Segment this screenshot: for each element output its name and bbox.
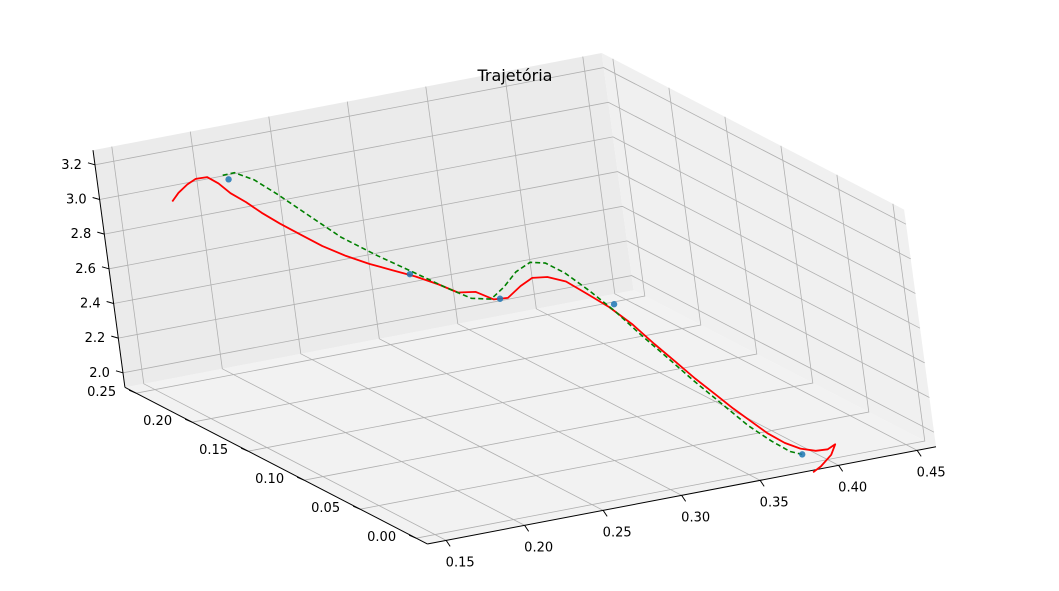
x-tick-label: 0.30 (681, 510, 710, 525)
y-tick-label: 0.10 (255, 472, 284, 487)
grid-line-y (192, 87, 702, 423)
axis-panes (93, 53, 936, 544)
y-tick-mark (408, 534, 417, 539)
x-tick-mark (916, 450, 922, 457)
y-tick-label: 0.25 (87, 385, 116, 400)
y-tick-label: 0.05 (311, 501, 340, 516)
z-tick-mark (97, 231, 105, 235)
x-tick-label: 0.45 (917, 465, 946, 480)
x-tick-label: 0.15 (446, 555, 475, 570)
y-tick-mark (296, 476, 305, 481)
x-tick-label: 0.25 (603, 525, 632, 540)
reference-path-line (222, 171, 803, 456)
z-tick-label: 2.4 (80, 296, 101, 311)
grid-line-y (136, 58, 646, 394)
y-tick-mark (184, 418, 193, 423)
y-tick-mark (240, 447, 249, 452)
x-tick-mark (838, 465, 844, 472)
grid-line-z (99, 101, 911, 260)
grid-line-z (113, 205, 925, 364)
measured-path-line (171, 176, 837, 474)
z-tick-label: 2.0 (89, 366, 110, 381)
grid-line-x (189, 131, 525, 526)
z-tick-mark (106, 300, 114, 304)
grid-line-z (94, 67, 907, 225)
x-tick-label: 0.40 (838, 480, 867, 495)
grid-line-y (416, 203, 926, 539)
z-tick-mark (101, 266, 110, 270)
z-tick-label: 3.0 (66, 192, 87, 207)
x-tick-label: 0.20 (524, 540, 553, 555)
grid-line-z (108, 171, 921, 329)
grid-line-x (582, 56, 918, 451)
grid-line-y (304, 145, 814, 481)
z-tick-mark (92, 196, 100, 200)
x-tick-mark (681, 495, 687, 502)
tick-labels: 0.15 0.20 0.25 0.30 0.35 0.40 0.45 0.00 0.05 0.10… (61, 158, 945, 571)
x-tick-mark (602, 510, 608, 517)
waypoint-marker (496, 295, 504, 302)
x-tick-mark (524, 525, 530, 532)
z-tick-mark (115, 370, 124, 374)
grid-line-x (425, 86, 761, 481)
grid-line-x (111, 146, 447, 541)
waypoint-marker (799, 451, 806, 458)
waypoint-marker (610, 301, 618, 308)
grid-line-z (122, 275, 935, 433)
grid-line-y (248, 116, 758, 452)
y-tick-label: 0.00 (367, 530, 396, 545)
z-tick-label: 2.8 (71, 227, 92, 242)
z-tick-label: 3.2 (61, 158, 82, 173)
chart-title: Trajetória (477, 66, 553, 85)
grid-line-y (360, 174, 870, 510)
waypoint-marker (225, 176, 232, 183)
axis-lines (87, 150, 937, 547)
z-tick-label: 2.2 (85, 331, 106, 346)
z-tick-mark (111, 335, 119, 339)
x-tick-mark (759, 480, 765, 487)
grid-lines (94, 56, 935, 541)
y-tick-label: 0.20 (143, 414, 172, 429)
waypoint-marker (406, 270, 414, 278)
grid-line-x (503, 71, 839, 466)
y-axis-line (124, 386, 428, 545)
data-series (171, 171, 837, 474)
y-tick-mark (128, 389, 137, 394)
x-tick-mark (445, 540, 451, 547)
grid-line-x (346, 101, 682, 496)
grid-line-x (268, 116, 604, 511)
grid-line-z (118, 240, 930, 398)
z-tick-label: 2.6 (75, 262, 96, 277)
grid-line-z (104, 136, 916, 294)
x-tick-label: 0.35 (760, 495, 789, 510)
z-tick-mark (87, 162, 96, 166)
y-tick-mark (352, 505, 361, 510)
y-tick-label: 0.15 (199, 443, 228, 458)
